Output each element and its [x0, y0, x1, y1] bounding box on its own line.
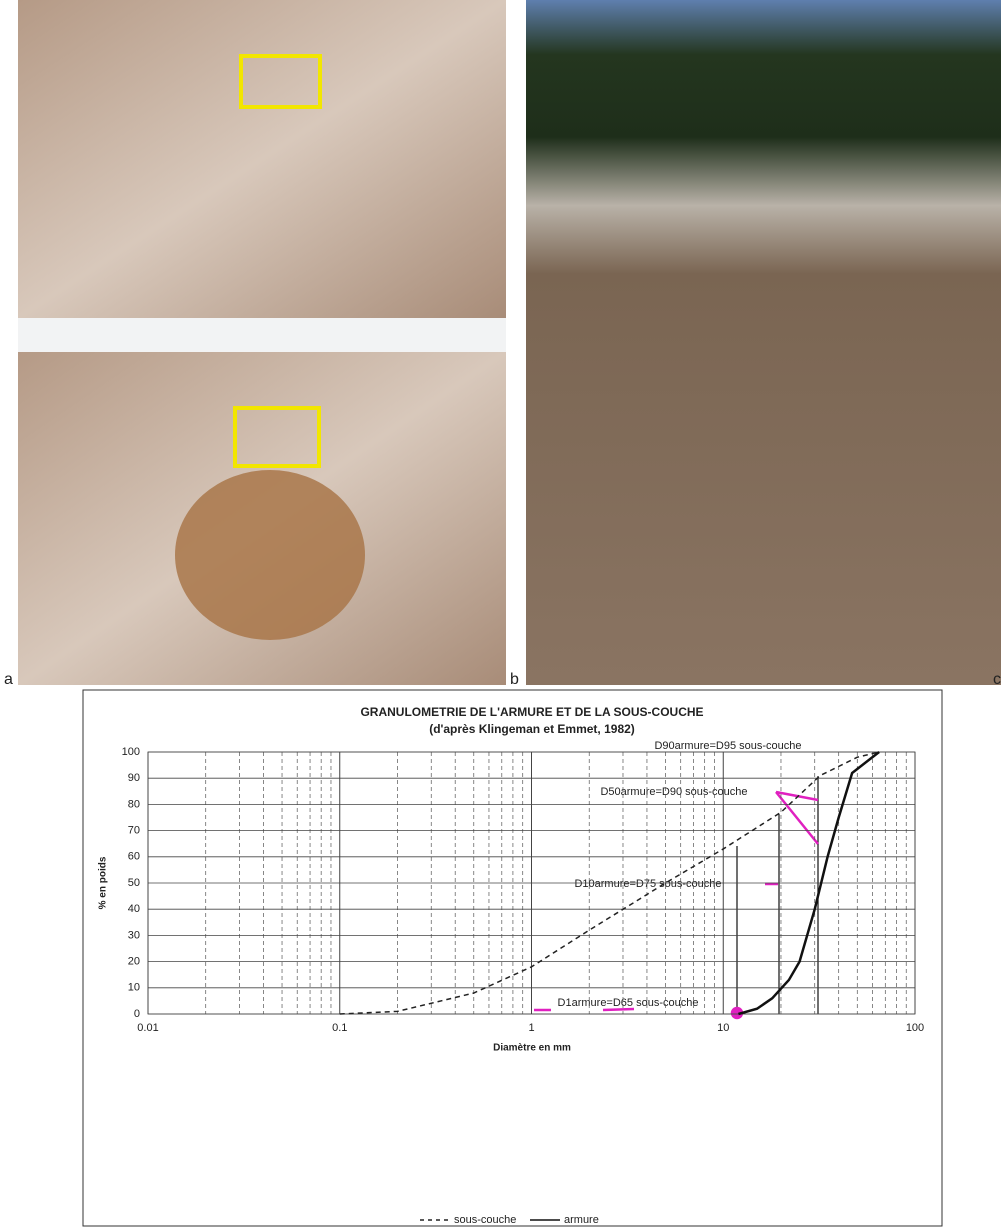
series-line	[339, 751, 880, 1015]
legend-label: sous-couche	[454, 1214, 516, 1226]
annotation: D50armure=D90 sous-couche	[600, 786, 747, 798]
y-tick-label: 90	[128, 772, 140, 784]
x-axis-label: Diamètre en mm	[493, 1043, 571, 1054]
annotation: D10armure=D75 sous-couche	[574, 878, 721, 890]
y-tick-label: 0	[134, 1008, 140, 1020]
sand-patch	[175, 470, 365, 640]
y-tick-label: 30	[128, 929, 140, 941]
photo-gap	[18, 318, 506, 352]
series-line	[738, 751, 880, 1016]
y-tick-label: 80	[128, 798, 140, 810]
chart-title: GRANULOMETRIE DE L'ARMURE ET DE LA SOUS-…	[360, 705, 703, 719]
x-tick-label: 0.1	[332, 1022, 347, 1034]
x-tick-label: 0.01	[137, 1022, 158, 1034]
y-axis-label: % en poids	[98, 856, 109, 909]
y-tick-label: 10	[128, 982, 140, 994]
highlight-box	[233, 406, 321, 468]
pink-marks	[534, 790, 819, 1020]
x-tick-label: 100	[906, 1022, 924, 1034]
highlight-box	[239, 54, 322, 109]
y-tick-label: 20	[128, 956, 140, 968]
y-tick-label: 60	[128, 851, 140, 863]
panel-label: a	[4, 671, 13, 688]
panel-label: b	[510, 671, 519, 688]
y-tick-label: 40	[128, 903, 140, 915]
chart-subtitle: (d'après Klingeman et Emmet, 1982)	[429, 722, 635, 736]
legend-label: armure	[564, 1214, 599, 1226]
annotation: D1armure=D65 sous-couche	[558, 997, 699, 1009]
annotation: D90armure=D95 sous-couche	[654, 740, 801, 752]
y-tick-label: 100	[122, 746, 140, 758]
panel-label: c	[993, 671, 1001, 688]
x-tick-label: 1	[528, 1022, 534, 1034]
photo-armor	[18, 0, 506, 318]
photo-bank	[526, 0, 1001, 685]
y-tick-label: 50	[128, 877, 140, 889]
chart-frame	[82, 689, 943, 1227]
x-tick-label: 10	[717, 1022, 729, 1034]
y-tick-label: 70	[128, 825, 140, 837]
